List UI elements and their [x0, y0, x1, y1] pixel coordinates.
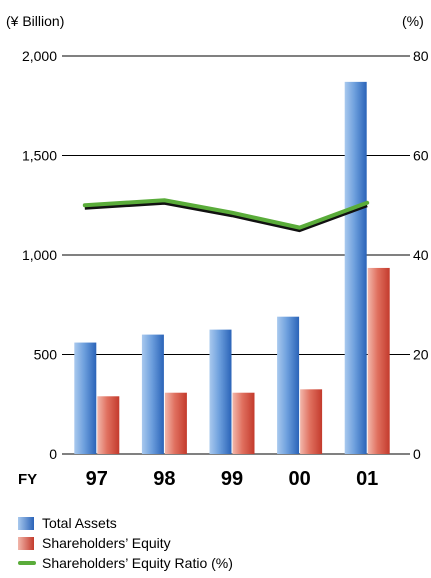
left-tick-label: 2,000: [22, 48, 57, 64]
left-axis-ticks: 0 500 1,000 1,500 2,000: [22, 48, 57, 462]
left-tick-label: 1,000: [22, 247, 57, 263]
right-axis-ticks: 0 20 40 60 80: [413, 48, 429, 462]
bar-shareholders-equity: [97, 396, 120, 454]
legend-item-equity-ratio: Shareholders’ Equity Ratio (%): [18, 553, 233, 573]
bar-shareholders-equity: [232, 392, 255, 454]
bar-total-assets: [209, 329, 232, 454]
right-tick-label: 0: [413, 446, 421, 462]
bar-shareholders-equity: [300, 389, 323, 454]
legend-label-total-assets: Total Assets: [42, 515, 117, 531]
legend-label-shareholders-equity: Shareholders’ Equity: [42, 535, 171, 551]
right-tick-label: 40: [413, 247, 429, 263]
legend: Total Assets Shareholders’ Equity Shareh…: [18, 513, 233, 573]
right-tick-label: 20: [413, 347, 429, 363]
legend-swatch-total-assets: [18, 516, 34, 530]
bar-total-assets: [344, 81, 367, 455]
bar-shareholders-equity: [367, 267, 390, 454]
bar-total-assets: [277, 316, 300, 454]
left-tick-label: 0: [49, 446, 57, 462]
legend-swatch-shareholders-equity: [18, 536, 34, 550]
right-tick-label: 60: [413, 148, 429, 164]
ratio-line: [82, 198, 370, 233]
right-unit-label: (%): [402, 13, 424, 29]
right-tick-label: 80: [413, 48, 429, 64]
x-prefix-label: FY: [18, 471, 37, 488]
x-tick-label: 97: [86, 468, 108, 490]
left-tick-label: 500: [34, 347, 58, 363]
bar-total-assets: [141, 334, 164, 454]
ratio-line-series: [82, 198, 370, 230]
x-tick-label: 99: [221, 468, 243, 490]
ratio-line-shadow: [84, 201, 368, 233]
x-tick-label: 01: [356, 468, 378, 490]
left-tick-label: 1,500: [22, 148, 57, 164]
bar-shareholders-equity: [164, 392, 187, 454]
bars: [74, 81, 390, 455]
legend-swatch-equity-ratio: [18, 561, 36, 565]
legend-label-equity-ratio: Shareholders’ Equity Ratio (%): [42, 555, 233, 571]
x-tick-label: 00: [288, 468, 310, 490]
x-axis-ticks: 97 98 99 00 01: [86, 468, 379, 490]
left-unit-label: (¥ Billion): [6, 13, 64, 29]
x-tick-label: 98: [153, 468, 175, 490]
legend-item-total-assets: Total Assets: [18, 513, 233, 533]
bar-total-assets: [74, 342, 97, 454]
chart: (¥ Billion) (%) 0 500 1,000 1,500 2,000 0 20 4…: [6, 13, 429, 490]
legend-item-shareholders-equity: Shareholders’ Equity: [18, 533, 233, 553]
